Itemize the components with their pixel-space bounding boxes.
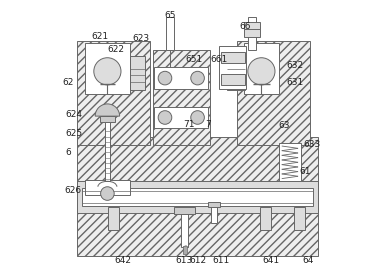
Bar xyxy=(237,41,310,145)
Bar xyxy=(154,107,209,128)
Text: 6: 6 xyxy=(66,148,72,157)
Bar xyxy=(181,211,188,247)
Bar xyxy=(82,188,313,206)
Bar xyxy=(219,46,247,89)
Bar xyxy=(183,246,187,254)
Text: 64: 64 xyxy=(302,256,313,265)
Text: 622: 622 xyxy=(108,45,125,54)
Bar xyxy=(105,173,110,179)
Bar xyxy=(105,121,110,181)
Bar xyxy=(228,57,245,90)
Bar xyxy=(105,131,110,136)
Bar xyxy=(153,50,210,145)
Bar xyxy=(211,206,217,223)
Text: 611: 611 xyxy=(212,256,229,265)
Bar xyxy=(108,207,119,230)
Circle shape xyxy=(191,71,204,85)
Bar xyxy=(100,115,115,121)
Bar xyxy=(77,181,319,213)
Bar xyxy=(294,207,305,230)
Bar xyxy=(166,17,175,50)
Bar xyxy=(105,163,110,168)
Bar xyxy=(154,67,209,89)
Text: 63: 63 xyxy=(279,121,290,130)
Text: 613: 613 xyxy=(175,256,193,265)
Bar xyxy=(130,57,145,90)
Text: 71: 71 xyxy=(184,120,195,129)
Circle shape xyxy=(158,111,172,124)
Text: 623: 623 xyxy=(132,34,149,43)
Text: 621: 621 xyxy=(91,31,108,40)
Text: 626: 626 xyxy=(64,186,81,195)
Bar xyxy=(221,52,245,63)
Wedge shape xyxy=(95,104,120,116)
Bar xyxy=(248,17,256,50)
Bar xyxy=(77,136,319,256)
Bar xyxy=(85,43,130,94)
Text: 625: 625 xyxy=(65,129,82,138)
Circle shape xyxy=(101,187,114,200)
Circle shape xyxy=(191,111,204,124)
Circle shape xyxy=(94,58,121,85)
Bar xyxy=(244,22,260,29)
Text: 61: 61 xyxy=(299,167,311,176)
Bar xyxy=(105,152,110,158)
Bar xyxy=(175,207,195,214)
Bar xyxy=(105,142,110,147)
Text: 642: 642 xyxy=(115,256,131,265)
Text: 633: 633 xyxy=(303,140,320,149)
Text: 632: 632 xyxy=(287,61,304,70)
Text: 651: 651 xyxy=(185,55,202,64)
Text: 612: 612 xyxy=(189,256,206,265)
Bar xyxy=(260,207,271,230)
Text: 624: 624 xyxy=(65,110,82,119)
Bar xyxy=(77,41,150,145)
Bar xyxy=(244,43,279,94)
Text: 631: 631 xyxy=(287,78,304,87)
Text: 641: 641 xyxy=(262,256,279,265)
Circle shape xyxy=(158,71,172,85)
Bar xyxy=(209,202,220,207)
Text: 66: 66 xyxy=(239,22,251,31)
Bar xyxy=(85,180,130,195)
Bar xyxy=(244,26,260,37)
Bar xyxy=(221,74,245,85)
Text: 65: 65 xyxy=(164,11,176,20)
Text: 661: 661 xyxy=(211,55,228,64)
Bar xyxy=(279,143,301,181)
Text: 7: 7 xyxy=(205,120,211,129)
Text: 62: 62 xyxy=(63,78,74,87)
Circle shape xyxy=(248,58,275,85)
